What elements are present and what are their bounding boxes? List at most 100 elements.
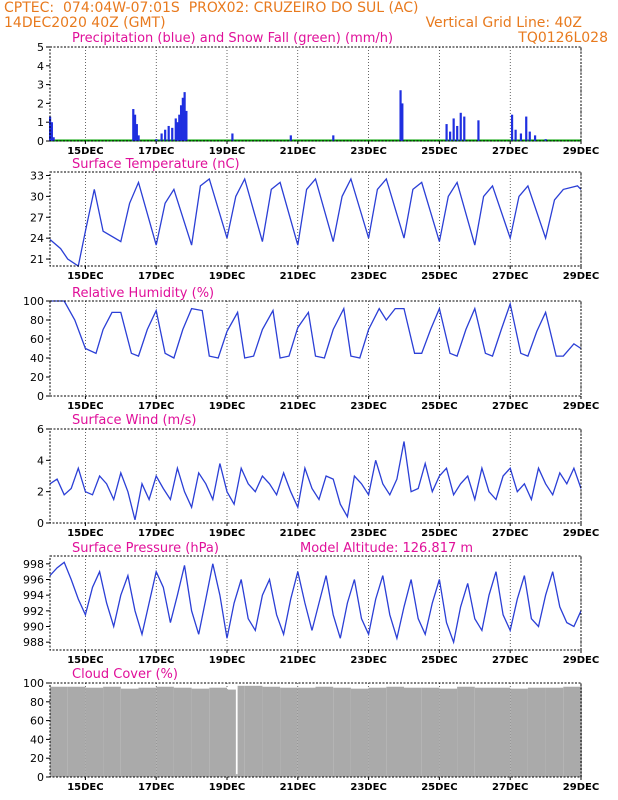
cloud-bar [262,686,281,777]
rh-ytick-label: 100 [23,295,44,308]
precip-bar [176,122,179,141]
rh-xtick-label: 15DEC [67,401,103,412]
precip-frame [49,46,582,142]
precip-bar [544,139,547,141]
cloud-ytick-label: 80 [30,696,44,709]
wind-xtick-label: 19DEC [209,528,245,539]
cloud-bar [386,686,404,777]
wind-xtick-label: 15DEC [67,528,103,539]
precip-bar [332,135,335,141]
cloud-bar [474,687,493,777]
wind-xtick-label: 17DEC [138,528,174,539]
precip-bar [155,139,158,141]
temp-xtick-label: 25DEC [421,271,457,282]
header-model-code: TQ0126L028 [518,30,608,46]
cloud-bar [439,688,458,777]
header-station: CPTEC: 074:04W-07:01S PROX02: CRUZEIRO D… [4,0,419,16]
wind-frame [49,428,582,524]
precip-xtick-label: 19DEC [209,146,245,157]
rh-xtick-label: 17DEC [138,401,174,412]
pres-subtitle: Model Altitude: 126.817 m [300,541,473,556]
cloud-bar [209,687,227,777]
precip-ytick-label: 3 [37,79,44,92]
cloud-bar [191,688,210,777]
cloud-bar [421,687,440,777]
cloud-ytick-label: 40 [30,733,44,746]
precip-bar [181,97,184,141]
precip-bar [459,112,462,141]
cloud-bar [227,689,236,777]
rh-frame [49,300,582,397]
cloud-bar [237,685,245,777]
header-grid-line: Vertical Grid Line: 40Z [425,15,582,31]
precip-ytick-label: 1 [37,116,44,129]
precip-bar [167,125,170,141]
precip-xtick-label: 21DEC [280,146,316,157]
cloud-bar [404,687,422,777]
cloud-xtick-label: 19DEC [209,782,245,793]
cloud-bar [563,686,581,777]
rh-xtick-label: 19DEC [209,401,245,412]
precip-bar [132,109,135,141]
precip-bar [50,122,53,141]
precip-xtick-label: 27DEC [492,146,528,157]
pres-xtick-label: 21DEC [280,655,316,666]
rh-ytick-label: 0 [37,390,44,403]
precip-panel: 0 1 2 3 4 5 15DEC 17DEC 19DEC 21DEC 23DEC 25DEC 27DE… [37,41,599,157]
precip-bar [185,110,188,141]
pres-xtick-label: 17DEC [138,655,174,666]
temp-xtick-label: 23DEC [350,271,386,282]
precip-bar [135,124,138,141]
precip-bar [171,127,174,141]
pres-xtick-label: 23DEC [350,655,386,666]
cloud-bar [315,686,334,777]
cloud-xtick-label: 23DEC [350,782,386,793]
temp-ytick-label: 30 [30,190,44,203]
precip-xtick-label: 29DEC [563,146,599,157]
precip-bar [160,133,163,141]
pres-xtick-label: 27DEC [492,655,528,666]
temp-ytick-label: 21 [30,253,44,266]
rh-xtick-label: 29DEC [563,401,599,412]
cloud-ytick-label: 0 [37,771,44,784]
cloud-bar [120,688,139,777]
precip-bar [52,137,55,141]
rh-xtick-label: 27DEC [492,401,528,412]
wind-ytick-label: 0 [37,517,44,530]
cloud-bar [156,686,174,777]
cloud-xtick-label: 15DEC [67,782,103,793]
precip-bar [477,120,480,141]
wind-xtick-label: 21DEC [280,528,316,539]
cloud-xtick-label: 25DEC [421,782,457,793]
wind-ytick-label: 6 [37,423,44,436]
temp-series-line [49,177,582,268]
precip-xtick-label: 23DEC [350,146,386,157]
cloud-bar [138,687,157,777]
precip-bar [179,105,183,141]
rh-ytick-label: 60 [30,333,44,346]
temp-xtick-label: 29DEC [563,271,599,282]
precip-bar [519,133,523,141]
precip-bar [528,131,531,141]
pres-ytick-label: 988 [23,636,44,649]
temp-frame [49,171,582,267]
precip-bar [514,129,517,141]
precip-bar [510,114,514,141]
cloud-title: Cloud Cover (%) [72,667,178,682]
temp-panel: 21 24 27 30 33 15DEC 17DEC 19DEC 21DEC 23DEC 25DEC… [30,169,599,282]
cloud-bar [50,686,68,777]
precip-bar [456,125,459,141]
cloud-bar [333,687,351,777]
precip-bar [183,92,186,141]
cloud-bar [103,686,121,777]
precip-bar [178,114,181,141]
cloud-bar [235,774,238,777]
pres-ytick-label: 990 [23,621,44,634]
temp-ytick-label: 27 [30,211,44,224]
precip-xtick-label: 25DEC [421,146,457,157]
precip-bar [401,103,404,141]
temp-xtick-label: 17DEC [138,271,174,282]
pres-xtick-label: 19DEC [209,655,245,666]
cloud-bar [297,687,316,777]
